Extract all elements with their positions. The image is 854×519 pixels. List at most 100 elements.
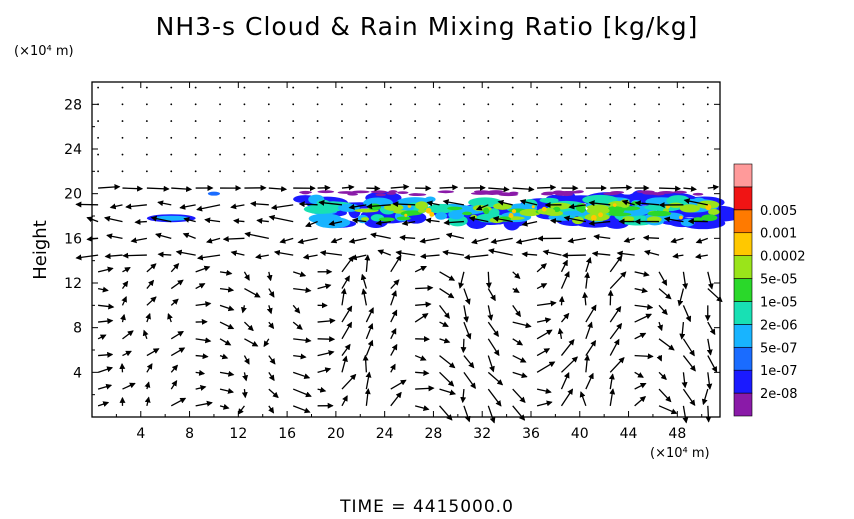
wind-dot	[463, 136, 465, 139]
wind-vector	[365, 307, 374, 323]
wind-vector	[122, 350, 132, 357]
cloud-blob	[482, 207, 490, 215]
cloud-peak	[511, 209, 517, 214]
cloud-blob	[152, 215, 190, 221]
colorbar-swatch	[733, 278, 753, 302]
wind-vector	[659, 185, 682, 192]
wind-vector	[658, 388, 672, 403]
wind-dot	[170, 120, 173, 122]
x-tick-label: 8	[185, 426, 194, 442]
wind-dot	[706, 153, 709, 156]
wind-vector	[292, 321, 303, 330]
wind-vector	[146, 296, 157, 306]
wind-vector	[268, 185, 288, 192]
wind-vector	[98, 351, 114, 358]
wind-vector	[468, 215, 489, 223]
wind-dot	[97, 120, 99, 122]
wind-vector	[536, 300, 557, 307]
wind-vector	[536, 317, 552, 324]
wind-dot	[438, 86, 441, 89]
wind-vector	[244, 288, 261, 298]
wind-dot	[267, 153, 270, 156]
wind-vector	[365, 339, 374, 356]
wind-vector	[249, 200, 269, 207]
wind-vector	[634, 382, 647, 390]
wind-vector	[230, 203, 245, 210]
wind-vector	[560, 270, 570, 289]
wind-dot	[414, 170, 417, 173]
cloud-peak	[541, 206, 547, 212]
wind-vector	[634, 353, 654, 360]
cloud-blob	[361, 217, 370, 221]
colorbar-level-label: 0.005	[760, 204, 797, 219]
wind-vector	[512, 338, 524, 346]
cloud-blob	[424, 196, 436, 203]
wind-vector	[585, 256, 592, 273]
wind-dot	[219, 170, 221, 173]
wind-dot	[194, 103, 197, 106]
y-axis-label: Height	[30, 220, 51, 280]
wind-vector	[122, 252, 147, 259]
cloud-edge	[488, 190, 504, 193]
wind-vector	[370, 232, 391, 239]
wind-vector	[512, 304, 521, 318]
wind-vector	[681, 372, 688, 389]
y-tick-label: 24	[64, 142, 82, 158]
wind-vector	[266, 271, 273, 282]
cloud-edge	[351, 190, 370, 194]
y-tick-label: 4	[73, 365, 82, 381]
wind-vector	[442, 199, 465, 206]
wind-vector	[328, 220, 343, 227]
wind-dot	[292, 103, 295, 106]
wind-vector	[621, 199, 635, 206]
cloud-edge	[642, 192, 663, 195]
wind-vector	[150, 215, 172, 223]
x-tick-label: 36	[522, 426, 540, 442]
wind-vector	[317, 283, 332, 290]
wind-vector	[656, 354, 663, 362]
wind-dot	[584, 136, 587, 139]
wind-vector	[195, 301, 212, 308]
wind-dot	[170, 153, 173, 156]
wind-dot	[170, 170, 173, 173]
wind-dot	[560, 103, 563, 106]
wind-dot	[487, 170, 490, 173]
wind-dot	[584, 153, 587, 156]
wind-dot	[609, 136, 612, 139]
wind-vector	[609, 338, 620, 356]
cloud-edge	[397, 191, 409, 195]
wind-vector	[98, 318, 114, 325]
wind-dot	[316, 86, 319, 89]
wind-vector	[521, 251, 538, 258]
wind-vector	[390, 279, 400, 290]
wind-vector	[268, 371, 275, 382]
wind-vector	[317, 386, 327, 393]
wind-dot	[365, 86, 368, 89]
wind-dot	[243, 103, 246, 106]
wind-vector	[585, 321, 593, 340]
wind-vector	[419, 253, 440, 260]
wind-vector	[293, 353, 307, 360]
wind-vector	[157, 200, 172, 207]
wind-dot	[414, 153, 417, 156]
wind-vector	[242, 372, 249, 382]
wind-vector	[634, 332, 647, 340]
wind-vector	[195, 400, 213, 407]
wind-dot	[389, 103, 392, 106]
wind-vector	[97, 366, 114, 373]
wind-vector	[155, 232, 172, 239]
wind-vector	[390, 254, 402, 273]
wind-vector	[707, 355, 718, 373]
wind-vector	[302, 253, 318, 260]
wind-dot	[633, 170, 636, 173]
wind-vector	[585, 304, 597, 323]
cloud-peak	[705, 204, 712, 211]
wind-vector	[487, 288, 496, 302]
wind-dot	[560, 170, 563, 173]
wind-vector	[97, 401, 110, 407]
wind-dot	[609, 153, 612, 156]
wind-vector	[658, 338, 675, 351]
wind-dot	[316, 136, 319, 139]
wind-vector	[109, 203, 123, 210]
wind-vector	[426, 200, 440, 207]
